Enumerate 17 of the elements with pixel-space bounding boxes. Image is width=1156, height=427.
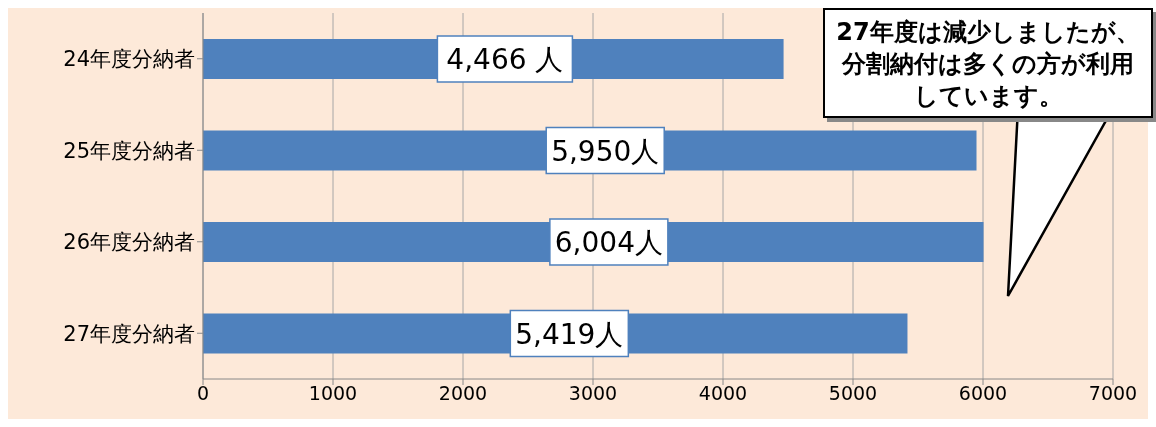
y-tick-label: 26年度分納者 <box>63 230 195 255</box>
x-tick-label: 3000 <box>568 382 618 405</box>
x-tick-label: 4000 <box>698 382 748 405</box>
data-label: 6,004人 <box>554 226 663 259</box>
x-tick-label: 7000 <box>1088 382 1138 405</box>
annotation: 27年度は減少しましたが、分割納付は多くの方が利用しています。 <box>823 8 1153 118</box>
y-tick-label: 24年度分納者 <box>63 47 195 72</box>
x-tick-label: 2000 <box>438 382 488 405</box>
data-label: 4,466 人 <box>446 43 564 76</box>
data-label: 5,419人 <box>515 317 624 351</box>
x-tick-label: 6000 <box>958 382 1008 405</box>
data-label: 5,950人 <box>551 134 660 168</box>
x-tick-label: 1000 <box>308 382 358 405</box>
x-tick-label: 0 <box>196 382 210 405</box>
y-tick-label: 25年度分納者 <box>63 138 195 163</box>
x-tick-label: 5000 <box>828 382 878 405</box>
y-tick-label: 27年度分納者 <box>63 321 195 346</box>
